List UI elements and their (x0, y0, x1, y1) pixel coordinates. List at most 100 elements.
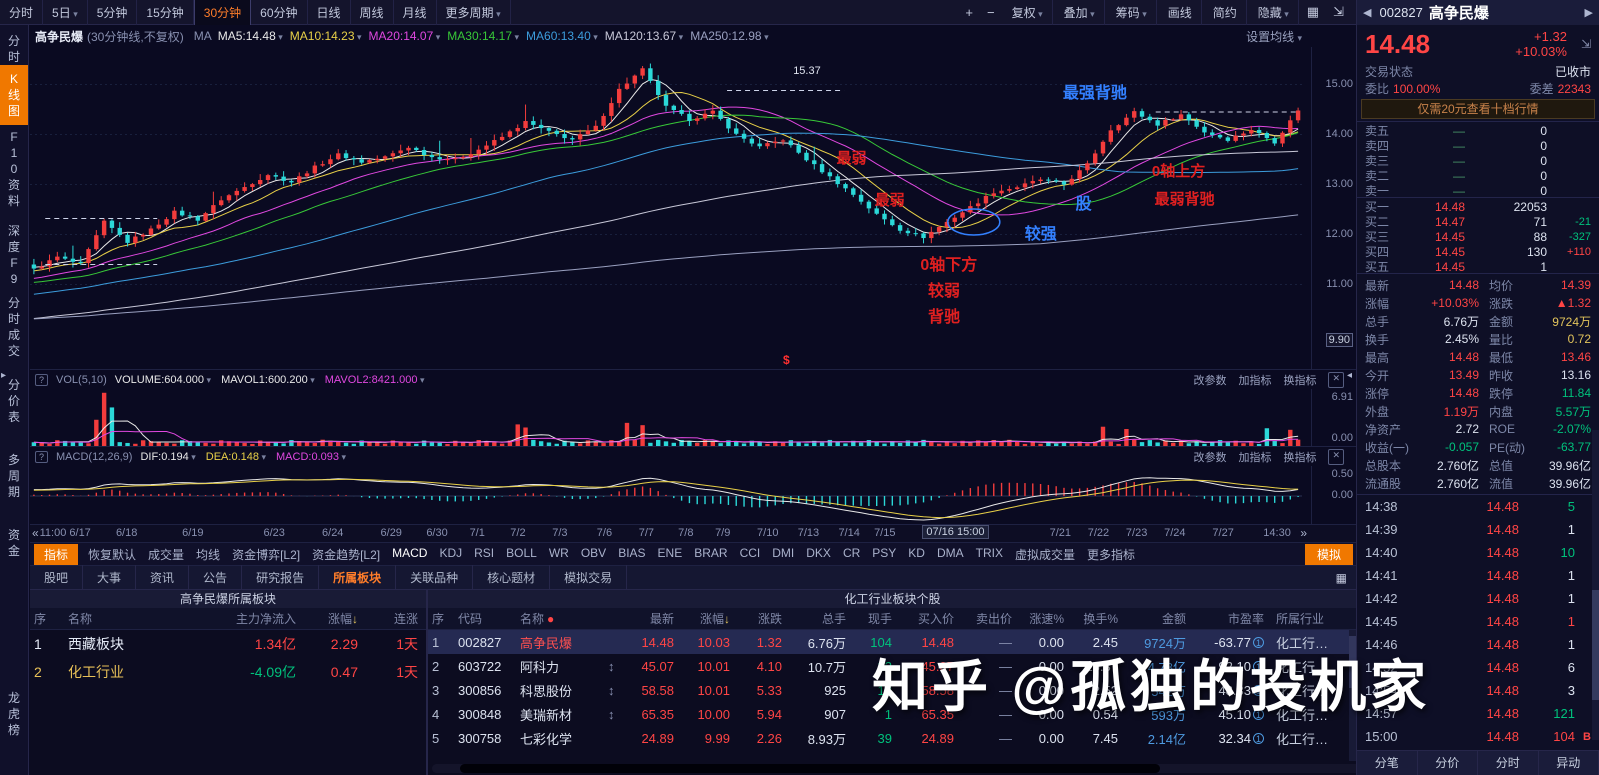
ma-legend-item[interactable]: MA250:12.98 ▾ (690, 29, 769, 43)
indicator-资金博弈[L2][interactable]: 资金博弈[L2] (232, 547, 301, 562)
scroll-right-icon[interactable]: » (1300, 526, 1307, 540)
tick-row[interactable]: 14:46 14.48 1 (1357, 633, 1599, 656)
tick-row[interactable]: 14:40 14.48 10 (1357, 541, 1599, 564)
action-改参数[interactable]: 改参数 (1193, 374, 1227, 387)
sidebar-item-资金[interactable]: 资 金 (7, 528, 20, 558)
action-换指标[interactable]: 换指标 (1283, 374, 1317, 387)
tab-股吧[interactable]: 股吧 (30, 565, 84, 590)
period-button-30分钟[interactable]: 30分钟 (193, 0, 252, 26)
indicator-MACD[interactable]: MACD (392, 545, 428, 560)
candlestick-chart[interactable] (30, 47, 1311, 370)
tool-button-隐藏[interactable]: 隐藏 ▾ (1249, 0, 1299, 25)
indicator-ENE[interactable]: ENE (657, 545, 683, 560)
indicator-恢复默认[interactable]: 恢复默认 (88, 547, 137, 562)
tab-模拟交易[interactable]: 模拟交易 (550, 565, 628, 590)
ma-legend-item[interactable]: MA120:13.67 ▾ (604, 29, 684, 43)
scrollbar-thumb[interactable] (460, 764, 1160, 773)
period-button-15分钟[interactable]: 15分钟 (137, 0, 194, 25)
indicator-TRIX[interactable]: TRIX (975, 545, 1003, 560)
volume-panel[interactable]: 6.91 0.00 (30, 389, 1357, 447)
zoom-out-icon[interactable]: − (986, 4, 995, 20)
indicator-DMA[interactable]: DMA (936, 545, 964, 560)
layout-grid-icon[interactable]: ▦ (1306, 4, 1320, 19)
expand-icon[interactable]: ⇲ (1580, 37, 1591, 51)
sidebar-expand-icon[interactable]: ▸ (1, 370, 7, 381)
tables-horizontal-scrollbar[interactable] (432, 764, 1362, 773)
help-icon[interactable]: ? (35, 373, 49, 386)
period-button-月线[interactable]: 月线 (394, 0, 437, 25)
tab-核心题材[interactable]: 核心题材 (473, 565, 551, 590)
tab-研究报告[interactable]: 研究报告 (242, 565, 320, 590)
indicator-WR[interactable]: WR (548, 545, 569, 560)
indicator-CR[interactable]: CR (842, 545, 861, 560)
close-icon[interactable]: ✕ (1328, 448, 1344, 465)
sidebar-item-分时成交[interactable]: 分 时 成 交 (7, 296, 20, 358)
tab-关联品种[interactable]: 关联品种 (396, 565, 474, 590)
period-button-日线[interactable]: 日线 (308, 0, 351, 25)
ma-legend-item[interactable]: MA60:13.40 ▾ (526, 29, 598, 43)
help-icon[interactable]: ? (35, 450, 49, 463)
period-button-周线[interactable]: 周线 (351, 0, 394, 25)
ma-legend-item[interactable]: MA20:14.07 ▾ (368, 29, 441, 43)
tick-row[interactable]: 14:38 14.48 5 (1357, 495, 1599, 518)
tool-button-复权[interactable]: 复权 ▾ (1003, 0, 1053, 25)
period-button-分时[interactable]: 分时 (0, 0, 44, 25)
quote-tab-分笔[interactable]: 分笔 (1357, 751, 1418, 775)
level2-ad-link[interactable]: 仅需20元查看十档行情 (1361, 99, 1595, 119)
tick-row[interactable]: 14:42 14.48 1 (1357, 587, 1599, 610)
indicator-RSI[interactable]: RSI (474, 545, 495, 560)
sidebar-item-分价表[interactable]: 分 价 表 (7, 378, 20, 424)
quote-scrollbar[interactable] (1592, 430, 1599, 740)
macd-panel[interactable]: 0.50 0.00 (30, 466, 1357, 525)
zoom-in-icon[interactable]: + (965, 4, 973, 20)
scroll-left-icon[interactable]: « (32, 526, 39, 540)
quote-tab-异动[interactable]: 异动 (1539, 751, 1599, 775)
col-pct[interactable]: 涨幅↓ (327, 612, 358, 626)
ma-legend-item[interactable]: MA30:14.17 ▾ (447, 29, 520, 43)
stocks-vertical-scrollbar[interactable] (1349, 630, 1357, 761)
ma-legend-item[interactable]: MA5:14.48 ▾ (217, 29, 283, 43)
tab-所属板块[interactable]: 所属板块 (319, 565, 397, 590)
volume-chart[interactable] (30, 389, 1311, 447)
next-stock-button[interactable]: ▶ (1584, 7, 1593, 19)
tool-button-叠加[interactable]: 叠加 ▾ (1055, 0, 1105, 25)
indicator-PSY[interactable]: PSY (872, 545, 897, 560)
sidebar-item-多周期[interactable]: 多 周 期 (7, 453, 20, 499)
indicator-DMI[interactable]: DMI (772, 545, 795, 560)
tick-row[interactable]: 15:00 14.48 104 B (1357, 725, 1599, 748)
tick-row[interactable]: 14:41 14.48 1 (1357, 564, 1599, 587)
tick-row[interactable]: 14:54 14.48 3 (1357, 679, 1599, 702)
tool-button-筹码[interactable]: 筹码 ▾ (1107, 0, 1157, 25)
indicator-更多指标[interactable]: 更多指标 (1087, 547, 1136, 562)
macd-chart[interactable] (30, 466, 1311, 525)
indicator-虚拟成交量[interactable]: 虚拟成交量 (1014, 547, 1075, 562)
period-button-更多周期[interactable]: 更多周期 ▾ (437, 0, 511, 25)
tool-button-简约[interactable]: 简约 (1204, 0, 1247, 25)
candlestick-panel[interactable]: 15.37 最强背驰 最弱 最弱 0轴上方股最弱背驰 较强 0轴下方 较弱 背驰 $ 15.00 1… (30, 47, 1357, 370)
period-button-5日[interactable]: 5日 ▾ (43, 0, 88, 25)
indicator-KD[interactable]: KD (908, 545, 925, 560)
tool-button-画线[interactable]: 画线 (1159, 0, 1202, 25)
stock-row-300848[interactable]: 4 300848 美瑞新材 ↕ 65.35 10.00 5.94 907 1 65.35 — 0.00… (428, 702, 1357, 726)
sidebar-item-龙虎榜[interactable]: 龙 虎 榜 (7, 691, 20, 737)
scrollbar-thumb[interactable] (1592, 590, 1599, 700)
fullscreen-icon[interactable]: ⇲ (1333, 4, 1344, 19)
indicator-资金趋势[L2][interactable]: 资金趋势[L2] (312, 547, 381, 562)
ma-settings-button[interactable]: 设置均线 ▾ (1246, 28, 1352, 45)
stock-row-300856[interactable]: 3 300856 科思股份 ↕ 58.58 10.01 5.33 925 18 58.58 — 0.0… (428, 678, 1357, 702)
tab-资讯[interactable]: 资讯 (136, 565, 190, 590)
tick-row[interactable]: 14:45 14.48 1 (1357, 610, 1599, 633)
action-改参数[interactable]: 改参数 (1193, 451, 1227, 464)
quote-tab-分价[interactable]: 分价 (1418, 751, 1478, 775)
panel-collapse-icon[interactable]: ◂ (1347, 370, 1353, 381)
sector-row[interactable]: 1 西藏板块 1.34亿 2.29 1天 (30, 630, 426, 658)
tick-row[interactable]: 14:39 14.48 1 (1357, 518, 1599, 541)
indicator-DKX[interactable]: DKX (806, 545, 831, 560)
period-button-5分钟[interactable]: 5分钟 (88, 0, 138, 25)
indicator-成交量[interactable]: 成交量 (148, 547, 185, 562)
indicator-均线[interactable]: 均线 (196, 547, 221, 562)
stock-row-002827[interactable]: 1 002827 高争民爆 14.48 10.03 1.32 6.76万 104 14.48 — 0… (428, 630, 1357, 654)
action-换指标[interactable]: 换指标 (1283, 451, 1317, 464)
action-加指标[interactable]: 加指标 (1238, 451, 1272, 464)
indicator-BRAR[interactable]: BRAR (694, 545, 728, 560)
